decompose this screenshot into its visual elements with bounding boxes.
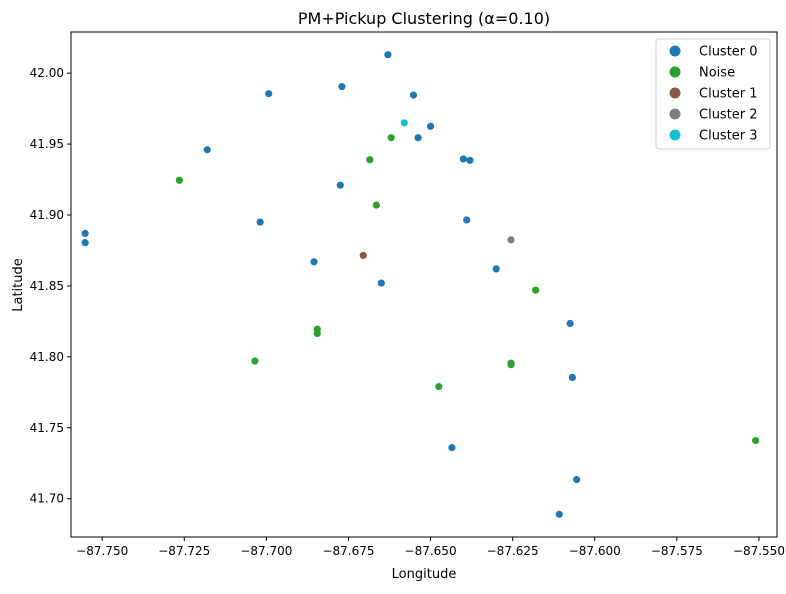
legend-label: Cluster 0 xyxy=(699,45,758,60)
x-tick-label: −87.725 xyxy=(158,544,210,558)
data-point-series-3-0 xyxy=(507,236,515,244)
y-tick-label: 41.75 xyxy=(30,421,64,435)
y-tick-label: 42.00 xyxy=(30,66,64,80)
data-point-series-1-1 xyxy=(366,156,374,164)
x-tick-label: −87.650 xyxy=(405,544,457,558)
data-point-series-0-19 xyxy=(448,444,456,452)
legend: Cluster 0 Noise Cluster 1 Cluster 2 Cluster … xyxy=(655,38,771,150)
chart-title: PM+Pickup Clustering (α=0.10) xyxy=(298,9,550,28)
x-tick-label: −87.550 xyxy=(733,544,785,558)
data-point-series-0-5 xyxy=(414,134,422,142)
legend-marker xyxy=(669,129,681,141)
data-point-series-0-16 xyxy=(377,279,385,287)
data-point-series-0-3 xyxy=(409,91,418,99)
data-point-series-0-7 xyxy=(466,156,474,164)
legend-marker xyxy=(669,108,681,120)
data-point-series-0-20 xyxy=(573,475,581,484)
data-point-series-1-7 xyxy=(251,357,259,365)
legend-label: Noise xyxy=(699,66,735,81)
x-tick-label: −87.700 xyxy=(240,544,292,558)
legend-label: Cluster 1 xyxy=(699,87,758,102)
legend-box xyxy=(655,38,771,150)
data-point-series-1-9 xyxy=(507,361,515,369)
data-point-series-0-13 xyxy=(81,239,89,247)
y-tick-label: 41.95 xyxy=(30,137,64,151)
data-point-series-1-3 xyxy=(372,201,380,209)
x-tick-label: −87.750 xyxy=(76,544,128,558)
legend-marker xyxy=(669,45,681,57)
plot-frame xyxy=(70,31,778,538)
x-tick-label: −87.675 xyxy=(322,544,374,558)
data-point-series-0-10 xyxy=(256,218,264,226)
data-point-series-0-18 xyxy=(568,373,577,382)
data-point-series-0-14 xyxy=(310,258,318,266)
data-point-series-0-21 xyxy=(555,510,563,518)
y-tick-label: 41.70 xyxy=(30,492,64,506)
data-point-series-4-0 xyxy=(400,119,408,127)
data-point-series-0-17 xyxy=(566,319,574,328)
data-point-series-0-8 xyxy=(203,146,211,154)
data-point-series-1-2 xyxy=(387,134,395,142)
data-point-series-1-11 xyxy=(752,436,760,445)
data-point-series-0-0 xyxy=(384,51,392,59)
y-tick-label: 41.85 xyxy=(30,279,64,293)
data-point-series-0-4 xyxy=(426,122,435,130)
legend-label: Cluster 2 xyxy=(699,108,758,123)
data-point-series-2-0 xyxy=(359,251,367,260)
data-point-series-0-6 xyxy=(459,155,468,163)
legend-items: Cluster 0 Noise Cluster 1 Cluster 2 Cluster … xyxy=(669,45,758,144)
x-tick-label: −87.600 xyxy=(569,544,621,558)
legend-marker xyxy=(669,87,681,99)
legend-marker xyxy=(669,66,681,78)
data-point-series-1-0 xyxy=(175,176,183,184)
data-point-series-0-11 xyxy=(463,216,471,224)
data-point-series-1-10 xyxy=(435,383,443,391)
data-point-series-1-6 xyxy=(313,329,321,338)
data-point-series-1-4 xyxy=(532,286,540,294)
data-point-series-0-9 xyxy=(336,181,344,189)
x-axis-label: Longitude xyxy=(392,567,457,582)
x-tick-label: −87.625 xyxy=(487,544,539,558)
y-tick-label: 41.80 xyxy=(30,350,64,364)
data-point-series-0-12 xyxy=(81,229,89,238)
legend-label: Cluster 3 xyxy=(699,129,758,144)
y-axis-label: Latitude xyxy=(11,258,26,312)
data-point-series-0-2 xyxy=(338,83,346,91)
data-point-series-0-15 xyxy=(492,265,500,273)
y-tick-label: 41.90 xyxy=(30,208,64,222)
x-tick-label: −87.575 xyxy=(651,544,703,558)
data-point-series-0-1 xyxy=(265,90,273,98)
x-axis-ticks: −87.750 −87.725 −87.700 −87.675 −87.650 −87.6… xyxy=(76,537,785,558)
points-layer xyxy=(81,51,760,518)
y-axis-ticks: 41.70 41.75 41.80 41.85 41.90 41.95 42.00 xyxy=(30,66,71,506)
